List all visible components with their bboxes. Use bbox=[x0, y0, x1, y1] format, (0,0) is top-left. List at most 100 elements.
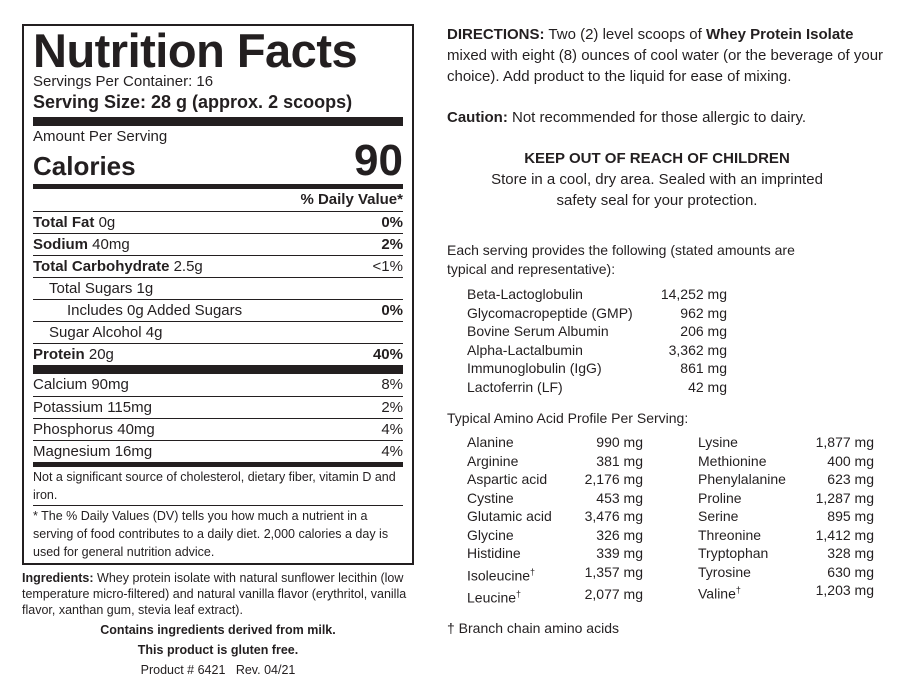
item-value: 14,252 mg bbox=[660, 286, 727, 302]
item-value: 895 mg bbox=[827, 508, 874, 524]
table-row: Phenylalanine 623 mg bbox=[698, 470, 874, 489]
item-value: 326 mg bbox=[596, 526, 643, 543]
table-row: Proline 1,287 mg bbox=[698, 489, 874, 508]
mineral-dv: 4% bbox=[381, 421, 403, 438]
table-row: Methionine 400 mg bbox=[698, 452, 874, 471]
amino-column-right: Lysine 1,877 mg Methionine 400 mg Phenylalan… bbox=[698, 433, 874, 607]
nutrient-row: Includes 0g Added Sugars 0% bbox=[33, 299, 403, 321]
item-name: Glutamic acid bbox=[467, 508, 552, 524]
item-value: 206 mg bbox=[680, 323, 727, 339]
nutrient-dv: 0% bbox=[381, 302, 403, 319]
nutrition-facts-panel: Nutrition Facts Servings Per Container: … bbox=[22, 24, 414, 565]
directions-label: DIRECTIONS: bbox=[447, 26, 545, 43]
table-row: Leucine† 2,077 mg bbox=[467, 585, 643, 607]
table-row: Lactoferrin (LF) 42 mg bbox=[467, 378, 727, 397]
nutrient-label: Includes 0g Added Sugars bbox=[67, 302, 243, 319]
directions: DIRECTIONS: Two (2) level scoops of Whey… bbox=[447, 24, 887, 87]
item-name: Glycomacropeptide (GMP) bbox=[467, 304, 633, 321]
mineral-name: Calcium 90mg bbox=[33, 376, 129, 393]
item-name: Methionine bbox=[698, 452, 767, 469]
ingredients-section: Ingredients: Whey protein isolate with n… bbox=[22, 570, 414, 680]
item-value: 3,476 mg bbox=[584, 508, 643, 524]
amino-footnote: † Branch chain amino acids bbox=[447, 619, 619, 636]
calories-value: 90 bbox=[354, 136, 403, 185]
amino-column-left: Alanine 990 mg Arginine 381 mg Aspartic acid… bbox=[467, 433, 643, 607]
nutrient-dv: <1% bbox=[372, 258, 403, 275]
table-row: Beta-Lactoglobulin 14,252 mg bbox=[467, 285, 727, 304]
ingredients-text: Ingredients: Whey protein isolate with n… bbox=[22, 570, 414, 618]
item-value: 1,357 mg bbox=[584, 563, 643, 580]
item-name: Lactoferrin (LF) bbox=[467, 378, 563, 395]
table-row: Bovine Serum Albumin 206 mg bbox=[467, 322, 727, 341]
dagger-mark: † bbox=[530, 566, 536, 577]
nutrient-name: Protein 20g bbox=[33, 344, 114, 365]
item-name: Glycine bbox=[467, 526, 514, 543]
caution-label: Caution: bbox=[447, 109, 508, 126]
item-value: 339 mg bbox=[596, 545, 643, 561]
nutrient-amount: 2.5g bbox=[173, 258, 203, 275]
item-value: 400 mg bbox=[827, 452, 874, 469]
table-row: Glutamic acid 3,476 mg bbox=[467, 507, 643, 526]
table-row: Lysine 1,877 mg bbox=[698, 433, 874, 452]
calories-label: Calories bbox=[33, 151, 136, 181]
item-name: Phenylalanine bbox=[698, 471, 786, 487]
item-name: Aspartic acid bbox=[467, 471, 548, 487]
gluten-free-statement: This product is gluten free. bbox=[137, 643, 299, 657]
storage-line-1: Store in a cool, dry area. Sealed with a… bbox=[491, 171, 823, 188]
nutrient-name: Total Carbohydrate 2.5g bbox=[33, 256, 203, 277]
nutrient-label: Total Sugars 1g bbox=[49, 280, 154, 297]
table-row: Immunoglobulin (IgG) 861 mg bbox=[467, 359, 727, 378]
nutrient-row: Sugar Alcohol 4g bbox=[33, 321, 403, 343]
thick-divider bbox=[33, 365, 403, 374]
nutrient-row: Total Fat 0g 0% bbox=[33, 211, 403, 233]
item-name: Arginine bbox=[467, 452, 519, 469]
table-row: Tryptophan 328 mg bbox=[698, 544, 874, 563]
item-value: 1,203 mg bbox=[815, 582, 874, 598]
serving-size: Serving Size: 28 g (approx. 2 scoops) bbox=[33, 92, 353, 112]
nutrient-name: Includes 0g Added Sugars bbox=[33, 300, 242, 321]
item-value: 962 mg bbox=[680, 304, 727, 321]
item-value: 2,176 mg bbox=[584, 471, 643, 487]
nutrient-amount: 40mg bbox=[92, 236, 130, 253]
item-name: Tryptophan bbox=[698, 545, 769, 561]
item-value: 328 mg bbox=[827, 545, 874, 561]
dv-header-row: % Daily Value* bbox=[33, 189, 403, 211]
thick-divider bbox=[33, 117, 403, 126]
nutrition-title: Nutrition Facts bbox=[33, 24, 358, 77]
item-value: 1,877 mg bbox=[815, 434, 874, 450]
nutrient-name: Total Fat 0g bbox=[33, 212, 115, 233]
table-row: Aspartic acid 2,176 mg bbox=[467, 470, 643, 489]
mineral-dv: 4% bbox=[381, 443, 403, 460]
item-name: Bovine Serum Albumin bbox=[467, 323, 609, 339]
item-name: Histidine bbox=[467, 545, 521, 561]
directions-text: Two (2) level scoops of bbox=[544, 26, 706, 43]
mineral-row: Magnesium 16mg 4% bbox=[33, 440, 403, 462]
nutrient-amount: 0g bbox=[98, 214, 116, 231]
nutrient-name: Sodium 40mg bbox=[33, 234, 130, 255]
item-value: 623 mg bbox=[827, 471, 874, 487]
amino-acid-table: Alanine 990 mg Arginine 381 mg Aspartic acid… bbox=[467, 433, 887, 607]
item-name: Immunoglobulin (IgG) bbox=[467, 360, 602, 376]
item-name: Alpha-Lactalbumin bbox=[467, 341, 583, 358]
item-name: Beta-Lactoglobulin bbox=[467, 286, 583, 302]
ingredients-list: Whey protein isolate with natural sunflo… bbox=[22, 571, 407, 617]
item-value: 381 mg bbox=[596, 452, 643, 469]
mineral-row: Phosphorus 40mg 4% bbox=[33, 418, 403, 440]
mineral-row: Calcium 90mg 8% bbox=[33, 374, 403, 396]
ingredients-label: Ingredients: bbox=[22, 571, 94, 585]
table-row: Tyrosine 630 mg bbox=[698, 563, 874, 582]
item-name: Leucine† bbox=[467, 588, 522, 606]
directions-text-2: mixed with eight (8) ounces of cool wate… bbox=[447, 47, 884, 85]
nutrient-name: Total Sugars 1g bbox=[33, 278, 153, 299]
nutrient-name: Sugar Alcohol 4g bbox=[33, 322, 162, 343]
medium-divider bbox=[33, 462, 403, 467]
mineral-name: Phosphorus 40mg bbox=[33, 421, 155, 438]
table-row: Alpha-Lactalbumin 3,362 mg bbox=[467, 341, 727, 360]
item-value: 1,412 mg bbox=[815, 526, 874, 543]
item-name: Isoleucine† bbox=[467, 566, 536, 584]
calories-row: Calories 90 bbox=[33, 139, 403, 183]
product-name: Whey Protein Isolate bbox=[705, 26, 854, 43]
storage-warning: KEEP OUT OF REACH OF CHILDREN Store in a… bbox=[447, 148, 887, 211]
info-column: DIRECTIONS: Two (2) level scoops of Whey… bbox=[447, 24, 887, 637]
table-row: Serine 895 mg bbox=[698, 507, 874, 526]
